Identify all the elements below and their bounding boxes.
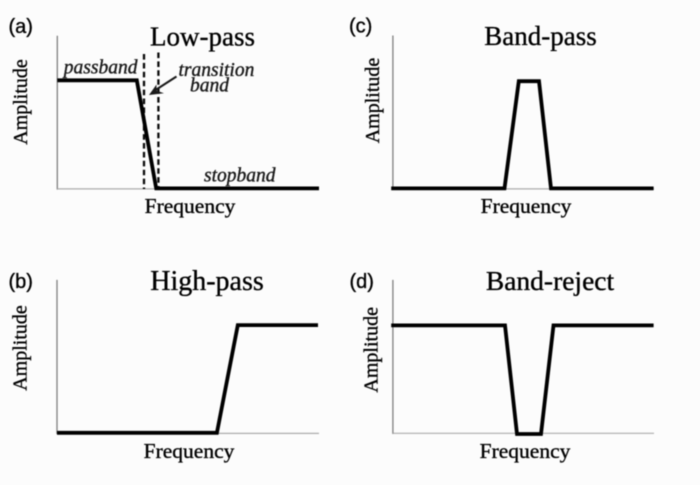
svg-text:Amplitude: Amplitude <box>361 307 383 393</box>
svg-text:band: band <box>190 76 229 97</box>
svg-text:Band-reject: Band-reject <box>486 265 615 296</box>
svg-text:(b): (b) <box>9 271 33 293</box>
svg-text:(c): (c) <box>349 16 372 38</box>
svg-text:stopband: stopband <box>204 165 276 186</box>
svg-text:Band-pass: Band-pass <box>484 21 596 51</box>
svg-text:Frequency: Frequency <box>145 194 236 218</box>
svg-text:(a): (a) <box>9 16 33 38</box>
svg-text:passband: passband <box>62 58 138 79</box>
svg-text:(d): (d) <box>350 271 374 293</box>
svg-text:Frequency: Frequency <box>144 439 235 463</box>
svg-text:Frequency: Frequency <box>480 439 571 463</box>
svg-text:transition: transition <box>179 60 255 81</box>
svg-text:Amplitude: Amplitude <box>10 59 32 145</box>
svg-text:Amplitude: Amplitude <box>10 305 32 391</box>
svg-text:Frequency: Frequency <box>481 194 572 218</box>
svg-text:Low-pass: Low-pass <box>150 22 255 52</box>
svg-text:High-pass: High-pass <box>150 266 264 297</box>
svg-text:Amplitude: Amplitude <box>362 58 384 144</box>
